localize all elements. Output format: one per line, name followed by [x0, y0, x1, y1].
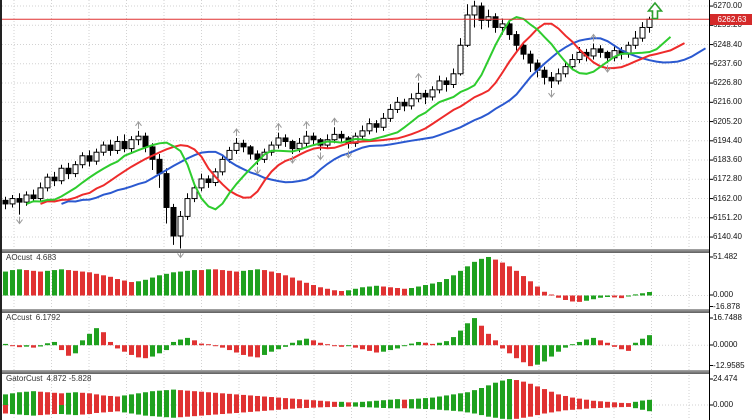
indicator-value: 6.1792 — [35, 313, 61, 322]
indicator-label-aocust: AOcust 4.683 — [6, 254, 56, 262]
ao-histogram — [3, 256, 652, 302]
price-axis-label: 6226.80 — [713, 78, 742, 88]
indicator-value: 4.872 -5.828 — [46, 374, 92, 383]
panel-separator-2[interactable] — [2, 309, 709, 313]
ac-scale-max: 16.7488 — [713, 313, 742, 322]
indicator-name: ACcust — [6, 313, 32, 322]
gator-lower-histogram — [3, 405, 652, 420]
ac-scale-min: -12.9585 — [713, 360, 745, 370]
indicator-label-accust: ACcust 6.1792 — [6, 314, 60, 322]
ac-histogram — [3, 318, 652, 367]
ao-scale-zero: 0.000 — [713, 290, 734, 299]
price-axis-label: 6172.80 — [713, 174, 742, 184]
buy-signal-arrow-icon — [646, 1, 664, 20]
price-axis-label: 6151.20 — [713, 212, 742, 222]
panel-separator-3[interactable] — [2, 370, 709, 374]
candlestick-series — [2, 0, 653, 249]
indicator-value: 4.683 — [36, 253, 57, 262]
price-axis-label: 6194.40 — [713, 135, 742, 145]
price-axis-label: 6140.40 — [713, 232, 742, 242]
price-axis-label: 6237.60 — [713, 58, 742, 68]
gator-scale-max: 24.474 — [713, 374, 738, 383]
price-axis-label: 6162.00 — [713, 193, 742, 203]
price-axis-label: 6205.20 — [713, 116, 742, 126]
indicator-label-gatorcust: GatorCust 4.872 -5.828 — [6, 375, 91, 383]
indicator-name: GatorCust — [6, 374, 43, 383]
fractal-arrows — [16, 33, 611, 259]
price-axis-label: 6183.60 — [713, 155, 742, 165]
price-axis-line — [709, 0, 713, 420]
panel-separator-1[interactable] — [2, 249, 709, 253]
price-axis-label: 6248.40 — [713, 39, 742, 49]
gator-scale-zero: 0.000 — [713, 400, 734, 409]
alligator-lines — [26, 16, 707, 211]
gator-upper-histogram — [3, 379, 652, 405]
ao-scale-max: 51.482 — [713, 252, 738, 261]
current-price-tag: 6262.63 — [710, 14, 752, 25]
ao-scale-min: -16.878 — [713, 301, 741, 311]
price-axis-label: 6270.00 — [713, 1, 742, 11]
grid — [2, 0, 709, 420]
price-axis-label: 6216.00 — [713, 97, 742, 107]
ac-scale-zero: 0.0000 — [713, 340, 738, 349]
indicator-name: AOcust — [6, 253, 33, 262]
